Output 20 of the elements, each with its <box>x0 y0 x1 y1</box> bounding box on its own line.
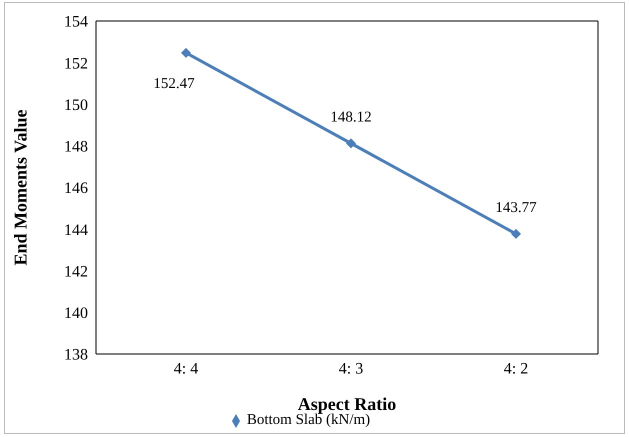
y-tick-label: 144 <box>64 222 88 239</box>
data-label: 152.47 <box>153 76 196 92</box>
x-tick-label: 4: 3 <box>338 360 364 378</box>
x-tick-label: 4: 4 <box>174 360 198 378</box>
y-tick-label: 138 <box>64 346 88 364</box>
y-tick-label: 142 <box>64 263 88 280</box>
data-label: 148.12 <box>330 109 372 126</box>
point <box>181 48 191 58</box>
data-label: 143.77 <box>495 200 538 216</box>
x-axis-title: Aspect Ratio <box>298 394 396 414</box>
y-axis-title: End Moments Value <box>10 109 30 266</box>
y-tick-label: 154 <box>64 14 88 31</box>
y-tick-label: 152 <box>64 55 88 72</box>
y-tick-label: 140 <box>64 305 88 322</box>
y-tick-label: 150 <box>64 96 88 114</box>
y-tick-label: 146 <box>64 180 88 198</box>
y-tick-label: 148 <box>64 138 88 156</box>
point <box>511 228 521 239</box>
x-tick-label: 4: 2 <box>504 360 528 378</box>
point <box>346 138 356 148</box>
